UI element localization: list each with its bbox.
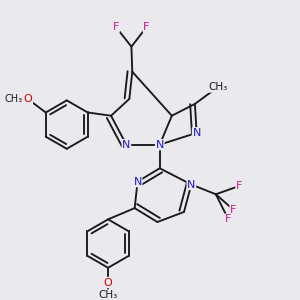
Text: CH₃: CH₃: [4, 94, 22, 104]
Text: N: N: [193, 128, 201, 138]
Text: F: F: [113, 22, 119, 32]
Text: CH₃: CH₃: [98, 290, 118, 300]
Text: F: F: [143, 22, 150, 32]
Text: N: N: [134, 177, 142, 187]
Text: O: O: [24, 94, 32, 104]
Text: F: F: [230, 205, 236, 214]
Text: N: N: [122, 140, 130, 150]
Text: F: F: [236, 181, 242, 191]
Text: F: F: [225, 214, 231, 224]
Text: N: N: [156, 140, 164, 150]
Text: N: N: [187, 179, 196, 190]
Text: CH₃: CH₃: [208, 82, 227, 92]
Text: O: O: [104, 278, 112, 287]
